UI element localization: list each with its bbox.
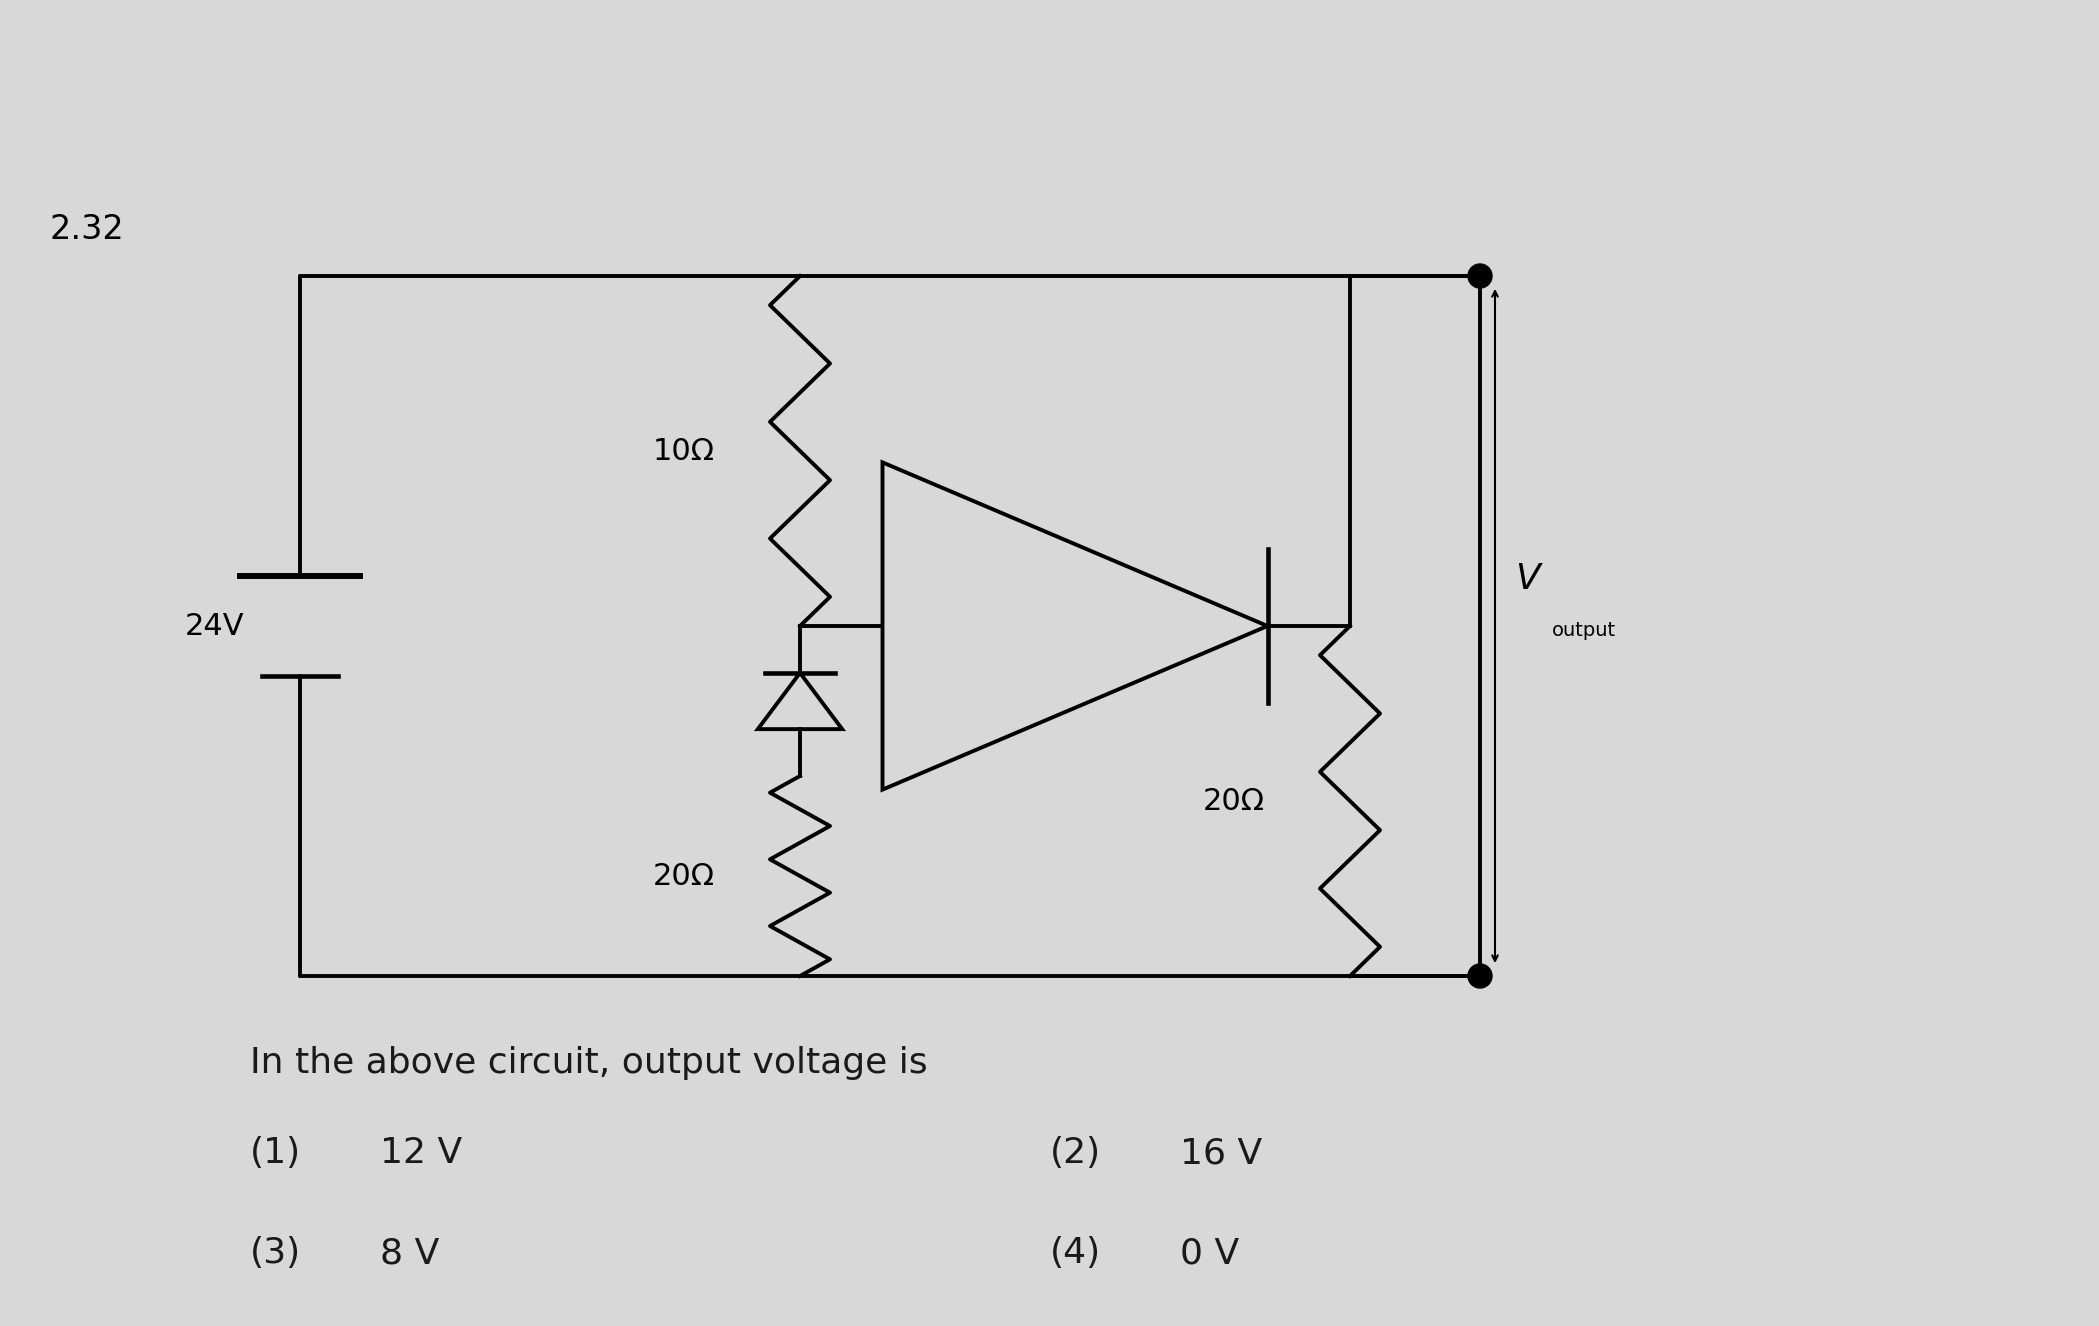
Text: (3): (3)	[250, 1236, 300, 1270]
Text: 16 V: 16 V	[1180, 1136, 1261, 1170]
Text: In the above circuit, output voltage is: In the above circuit, output voltage is	[250, 1046, 928, 1079]
Text: V: V	[1515, 562, 1541, 595]
Circle shape	[1467, 964, 1492, 988]
Text: 0 V: 0 V	[1180, 1236, 1238, 1270]
Text: (4): (4)	[1050, 1236, 1102, 1270]
Text: 10Ω: 10Ω	[653, 436, 716, 465]
Text: 12 V: 12 V	[380, 1136, 462, 1170]
Circle shape	[1467, 264, 1492, 288]
Text: (2): (2)	[1050, 1136, 1102, 1170]
Text: 20Ω: 20Ω	[653, 862, 716, 891]
Text: (1): (1)	[250, 1136, 300, 1170]
Text: 24V: 24V	[185, 611, 246, 640]
Text: output: output	[1551, 621, 1616, 640]
Text: 2.32: 2.32	[50, 213, 124, 247]
Text: 8 V: 8 V	[380, 1236, 439, 1270]
Text: 20Ω: 20Ω	[1203, 786, 1266, 815]
